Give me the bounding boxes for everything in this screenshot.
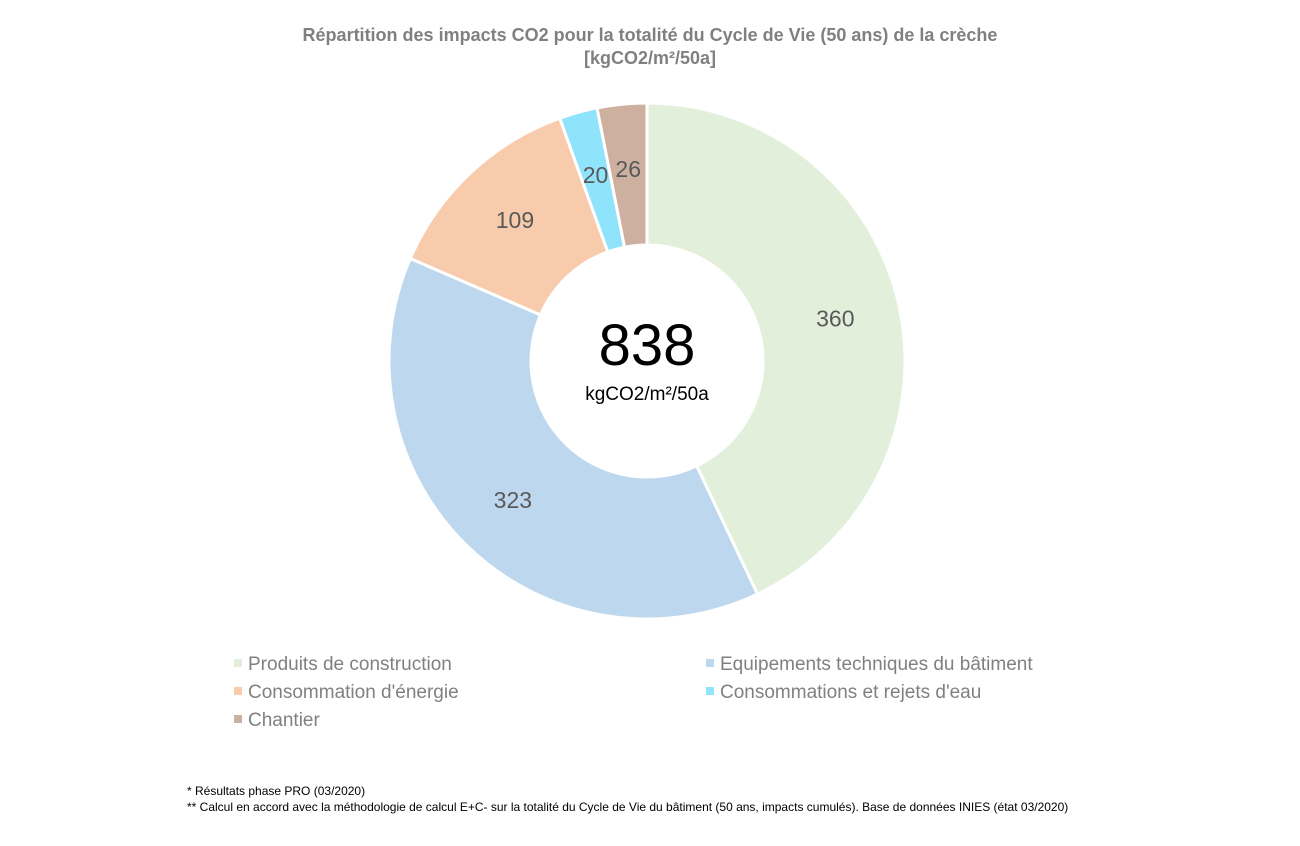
- slice-produits-de-construction: [645, 101, 907, 597]
- total-value: 838: [598, 313, 696, 378]
- chart-title: Répartition des impacts CO2 pour la tota…: [302, 25, 998, 45]
- legend-label: Consommation d'énergie: [248, 682, 459, 703]
- legend-swatch: [234, 714, 242, 723]
- legend-item-produits-de-construction: Produits de construction: [234, 654, 452, 676]
- slice-equipements-techniques: [387, 256, 760, 621]
- slice-chantier: [595, 101, 649, 249]
- chart-title-block: Répartition des impacts CO2 pour la tota…: [0, 24, 1300, 70]
- legend-label: Produits de construction: [248, 654, 452, 675]
- total-unit: kgCO2/m²/50a: [585, 384, 709, 405]
- legend-label: Chantier: [248, 710, 320, 731]
- data-label-equipements-techniques: 323: [494, 487, 532, 513]
- slice-consommation-energie: [408, 116, 610, 317]
- chart-subtitle: [kgCO2/m²/50a]: [583, 48, 717, 68]
- legend-swatch: [706, 686, 714, 695]
- data-label-consommation-energie: 109: [496, 207, 534, 233]
- legend-label: Equipements techniques du bâtiment: [720, 654, 1033, 675]
- footnotes: * Résultats phase PRO (03/2020) ** Calcu…: [187, 783, 1068, 815]
- legend-label: Consommations et rejets d'eau: [720, 682, 982, 703]
- legend-item-equipements-techniques: Equipements techniques du bâtiment: [706, 654, 1033, 676]
- data-label-chantier: 26: [615, 156, 641, 182]
- legend-swatch: [234, 686, 242, 695]
- footnote-1: * Résultats phase PRO (03/2020): [187, 784, 366, 798]
- legend-item-consommations-eau: Consommations et rejets d'eau: [706, 682, 981, 704]
- legend-item-consommation-energie: Consommation d'énergie: [234, 682, 459, 704]
- legend-item-chantier: Chantier: [234, 710, 320, 732]
- legend-swatch: [234, 658, 242, 667]
- data-label-produits-de-construction: 360: [816, 306, 854, 332]
- legend-swatch: [706, 658, 714, 667]
- data-label-consommations-eau: 20: [583, 162, 609, 188]
- footnote-2: ** Calcul en accord avec la méthodologie…: [187, 800, 1069, 814]
